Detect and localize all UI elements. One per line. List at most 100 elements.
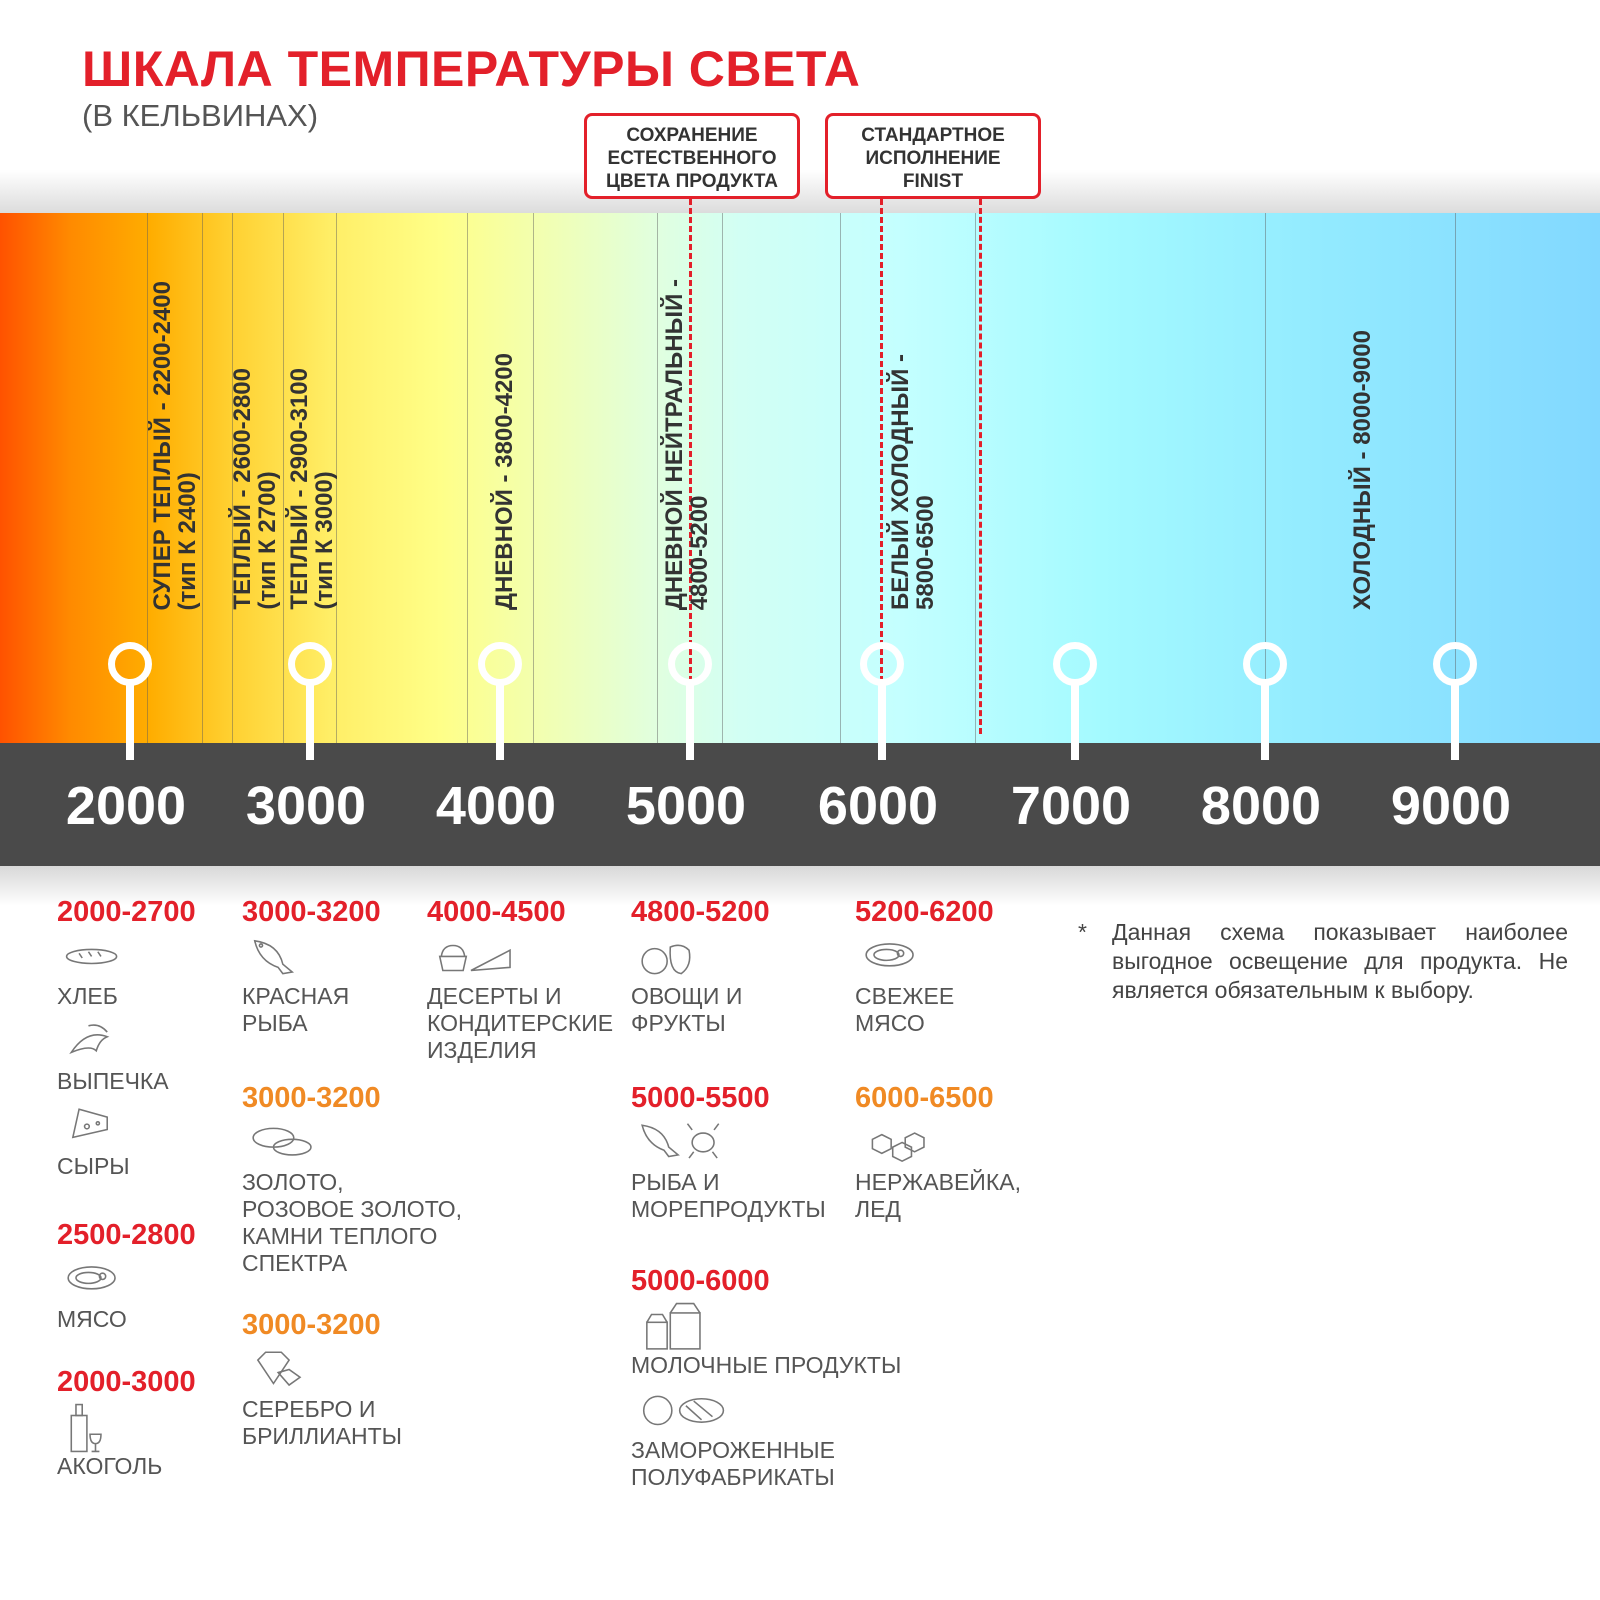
bread-icon [57, 933, 196, 983]
cake-icon [427, 933, 613, 983]
product-group: 3000-3200 КРАСНАЯ РЫБА [242, 896, 381, 1045]
cheese-icon [57, 1103, 196, 1153]
zone-divider [336, 213, 337, 743]
page-title: ШКАЛА ТЕМПЕРАТУРЫ СВЕТА [82, 41, 861, 97]
footnote: * Данная схема показывает наиболее выгод… [1078, 918, 1568, 1005]
kelvin-range: 2500-2800 [57, 1219, 196, 1251]
kelvin-range: 3000-3200 [242, 1082, 381, 1114]
marker-ring [108, 642, 152, 686]
marker-ring [478, 642, 522, 686]
product-item: КРАСНАЯ РЫБА [242, 933, 381, 1037]
marker-ring [1053, 642, 1097, 686]
zone-label: ТЕПЛЫЙ - 2900-3100 (тип К 3000) [286, 368, 338, 610]
marker-stem [496, 684, 504, 760]
zone-divider [147, 213, 148, 743]
product-label: СЕРЕБРО И БРИЛЛИАНТЫ [242, 1396, 403, 1449]
steak-icon [57, 1256, 196, 1306]
scale-marker [860, 642, 904, 772]
product-item: ХЛЕБ [57, 933, 196, 1010]
scale-marker [108, 642, 152, 772]
product-label: СВЕЖЕЕ МЯСО [855, 983, 955, 1036]
product-label: МОЛОЧНЫЕ ПРОДУКТЫ [631, 1352, 902, 1378]
zone-label: БЕЛЫЙ ХОЛОДНЫЙ - 5800-6500 [887, 354, 939, 610]
rings-icon [242, 1119, 462, 1169]
zone-divider [657, 213, 658, 743]
callout-finist-standard: СТАНДАРТНОЕ ИСПОЛНЕНИЕ FINIST [825, 113, 1041, 199]
zone-label: ТЕПЛЫЙ - 2600-2800 (тип К 2700) [229, 368, 281, 610]
color-temperature-gradient [0, 213, 1600, 743]
seafood-icon [631, 1119, 826, 1169]
product-label: ХЛЕБ [57, 983, 118, 1009]
product-item: ДЕСЕРТЫ И КОНДИТЕРСКИЕ ИЗДЕЛИЯ [427, 933, 613, 1064]
top-shadow [0, 170, 1600, 213]
kelvin-range: 5000-5500 [631, 1082, 770, 1114]
product-label: СЫРЫ [57, 1153, 130, 1179]
kelvin-range: 5000-6000 [631, 1265, 770, 1297]
product-item: РЫБА И МОРЕПРОДУКТЫ [631, 1119, 826, 1223]
kelvin-range: 6000-6500 [855, 1082, 994, 1114]
marker-stem [1261, 684, 1269, 760]
footnote-asterisk: * [1078, 919, 1087, 945]
zone-divider [467, 213, 468, 743]
zone-divider [975, 213, 976, 743]
product-group: 4000-4500 ДЕСЕРТЫ И КОНДИТЕРСКИЕ ИЗДЕЛИЯ [427, 896, 613, 1072]
scale-value: 8000 [1200, 776, 1322, 836]
marker-stem [306, 684, 314, 760]
wine-bottle-icon [57, 1403, 196, 1453]
marker-ring [1433, 642, 1477, 686]
zone-divider [722, 213, 723, 743]
product-label: ВЫПЕЧКА [57, 1068, 169, 1094]
scale-value: 9000 [1390, 776, 1512, 836]
product-label: АКОГОЛЬ [57, 1453, 163, 1479]
product-group: 5000-6000 МОЛОЧНЫЕ ПРОДУКТЫ ЗАМОРОЖЕННЫЕ П… [631, 1265, 901, 1499]
kelvin-range: 2000-2700 [57, 896, 196, 928]
product-group: 2500-2800 МЯСО [57, 1219, 196, 1341]
product-group: 6000-6500 НЕРЖАВЕЙКА, ЛЕД [855, 1082, 1021, 1231]
product-label: ОВОЩИ И ФРУКТЫ [631, 983, 743, 1036]
marker-stem [126, 684, 134, 760]
zone-divider [283, 213, 284, 743]
kelvin-range: 3000-3200 [242, 1309, 381, 1341]
product-label: НЕРЖАВЕЙКА, ЛЕД [855, 1169, 1021, 1222]
vegetables-icon [631, 933, 770, 983]
scale-value: 5000 [625, 776, 747, 836]
product-item: ЗОЛОТО, РОЗОВОЕ ЗОЛОТО, КАМНИ ТЕПЛОГО СП… [242, 1119, 462, 1277]
product-label: КРАСНАЯ РЫБА [242, 983, 350, 1036]
product-item: АКОГОЛЬ [57, 1403, 196, 1480]
zone-divider [533, 213, 534, 743]
diamond-icon [242, 1346, 402, 1396]
marker-ring [668, 642, 712, 686]
product-group: 3000-3200 СЕРЕБРО И БРИЛЛИАНТЫ [242, 1309, 402, 1458]
product-group: 4800-5200 ОВОЩИ И ФРУКТЫ [631, 896, 770, 1045]
steak-icon [855, 933, 994, 983]
bottom-shadow [0, 866, 1600, 906]
scale-marker [1053, 642, 1097, 772]
product-group: 2000-3000 АКОГОЛЬ [57, 1366, 196, 1488]
product-item: ВЫПЕЧКА [57, 1018, 196, 1095]
scale-value: 4000 [435, 776, 557, 836]
product-label: ЗАМОРОЖЕННЫЕ ПОЛУФАБРИКАТЫ [631, 1437, 836, 1490]
marker-ring [1243, 642, 1287, 686]
scale-bar [0, 743, 1600, 866]
fish-icon [242, 933, 381, 983]
kelvin-range: 4800-5200 [631, 896, 770, 928]
product-label: МЯСО [57, 1306, 127, 1332]
ice-cubes-icon [855, 1119, 1021, 1169]
kelvin-range: 2000-3000 [57, 1366, 196, 1398]
scale-value: 7000 [1010, 776, 1132, 836]
red-dashed-line [689, 199, 692, 754]
zone-divider [1265, 213, 1266, 743]
kelvin-range: 4000-4500 [427, 896, 566, 928]
red-dashed-line [979, 199, 982, 734]
scale-value: 3000 [245, 776, 367, 836]
zone-divider [1455, 213, 1456, 743]
product-label: ДЕСЕРТЫ И КОНДИТЕРСКИЕ ИЗДЕЛИЯ [427, 983, 614, 1063]
frozen-food-icon [631, 1387, 901, 1437]
scale-marker [288, 642, 332, 772]
product-item: МЯСО [57, 1256, 196, 1333]
scale-value: 6000 [817, 776, 939, 836]
zone-label: СУПЕР ТЕПЛЫЙ - 2200-2400 (тип К 2400) [149, 280, 201, 610]
product-group: 3000-3200 ЗОЛОТО, РОЗОВОЕ ЗОЛОТО, КАМНИ Т… [242, 1082, 462, 1285]
croissant-icon [57, 1018, 196, 1068]
milk-icon [631, 1302, 901, 1352]
